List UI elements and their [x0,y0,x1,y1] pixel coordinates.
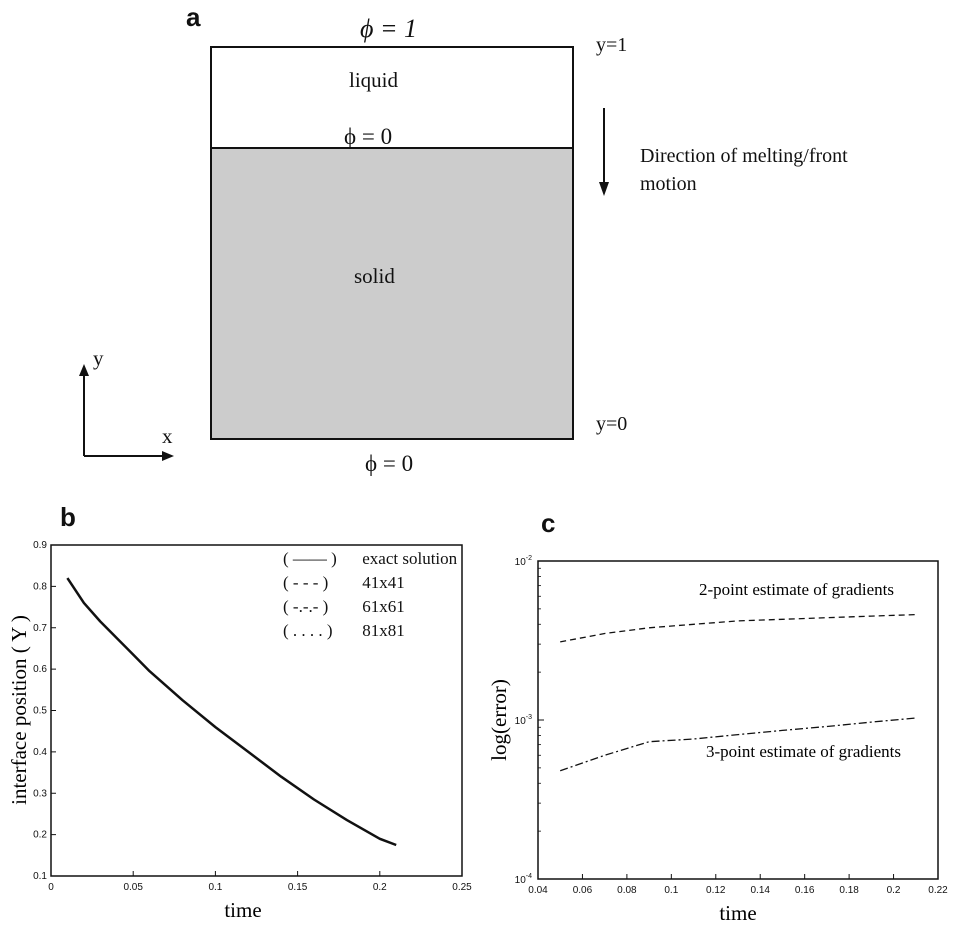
legend-item: ( . . . . ) 81x81 [283,619,457,643]
panel-a-letter: a [186,2,201,32]
legend-marker: ( —— ) [283,549,337,568]
liquid-label: liquid [349,68,399,92]
annotation-3-point: 3-point estimate of gradients [706,742,901,761]
x-tick-label: 0.1 [664,885,678,896]
legend: ( —— ) exact solution ( - - - ) 41x41 ( … [283,547,457,643]
y-tick-label: 10-4 [515,873,532,886]
solid-region [212,147,572,438]
melting-domain [210,46,574,440]
x-tick-label: 0.18 [839,885,859,896]
y-tick-label: 0.8 [33,581,47,592]
legend-item: ( - - - ) 41x41 [283,571,457,595]
legend-text: 81x81 [362,621,405,640]
direction-text-line1: Direction of melting/front [640,145,848,167]
x-tick-label: 0.12 [706,885,726,896]
y-tick-label: 10-2 [515,555,532,568]
x-tick-label: 0.08 [617,885,637,896]
y-tick-label: 0.5 [33,706,47,717]
legend-item: ( —— ) exact solution [283,547,457,571]
y-tick-label: 0.1 [33,871,47,882]
solid-label: solid [354,264,395,288]
log-error-chart: 0.04 0.06 0.08 0.1 0.12 0.14 0.16 0.18 0.2 0.22 1… [487,555,948,925]
x-axis-label: time [224,898,261,922]
legend-marker: ( - - - ) [283,573,329,592]
y-tick-label: 0.6 [33,664,47,675]
phi-top-label: ϕ = 1 [360,14,418,43]
x-axis-label: time [719,901,756,925]
x-tick-label: 0.2 [373,882,387,893]
legend-text: exact solution [362,549,458,568]
x-tick-label: 0.06 [573,885,593,896]
series-line-2-point [560,613,916,643]
y-axis-label: interface position ( Y ) [7,615,31,805]
y-tick-label: 0.2 [33,830,47,841]
series-line-3-point [559,717,916,772]
x-tick-label: 0.22 [928,885,948,896]
legend-marker: ( -.-.- ) [283,597,329,616]
y-axis-label: log(error) [487,679,511,761]
phi-interface-label: ϕ = 0 [344,124,393,149]
legend-text: 41x41 [362,573,405,592]
plot-frame [537,560,939,880]
x-tick-label: 0.16 [795,885,815,896]
x-tick-label: 0.2 [887,885,901,896]
y1-label: y=1 [596,34,628,56]
axis-x-label: x [162,424,173,448]
axis-y-label: y [93,346,104,370]
x-tick-label: 0.15 [288,882,308,893]
direction-text-line2: motion [640,173,697,195]
x-tick-label: 0.04 [528,885,548,896]
legend-marker: ( . . . . ) [283,621,333,640]
y-tick-label: 10-3 [515,714,532,727]
phi-bottom-label: ϕ = 0 [365,451,414,476]
xy-axes-icon [79,364,174,461]
legend-item: ( -.-.- ) 61x61 [283,595,457,619]
x-tick-label: 0.14 [750,885,770,896]
y0-label: y=0 [596,413,628,435]
x-tick-label: 0 [48,882,54,893]
y-tick-label: 0.3 [33,788,47,799]
legend-text: 61x61 [362,597,405,616]
y-tick-label: 0.4 [33,747,47,758]
panel-b-letter: b [60,502,76,532]
series-line-exact-solution [66,577,397,847]
x-tick-label: 0.25 [452,882,472,893]
liquid-region [212,48,572,147]
interface-position-chart: 0 0.05 0.1 0.15 0.2 0.25 0.1 0.2 0.3 0.4 0.5 0.6 0.… [7,540,472,922]
y-tick-label: 0.7 [33,623,47,634]
annotation-2-point: 2-point estimate of gradients [699,580,894,599]
direction-arrow-icon [599,108,609,196]
x-tick-label: 0.1 [208,882,222,893]
y-tick-label: 0.9 [33,540,47,551]
panel-c-letter: c [541,508,556,538]
x-tick-label: 0.05 [123,882,143,893]
